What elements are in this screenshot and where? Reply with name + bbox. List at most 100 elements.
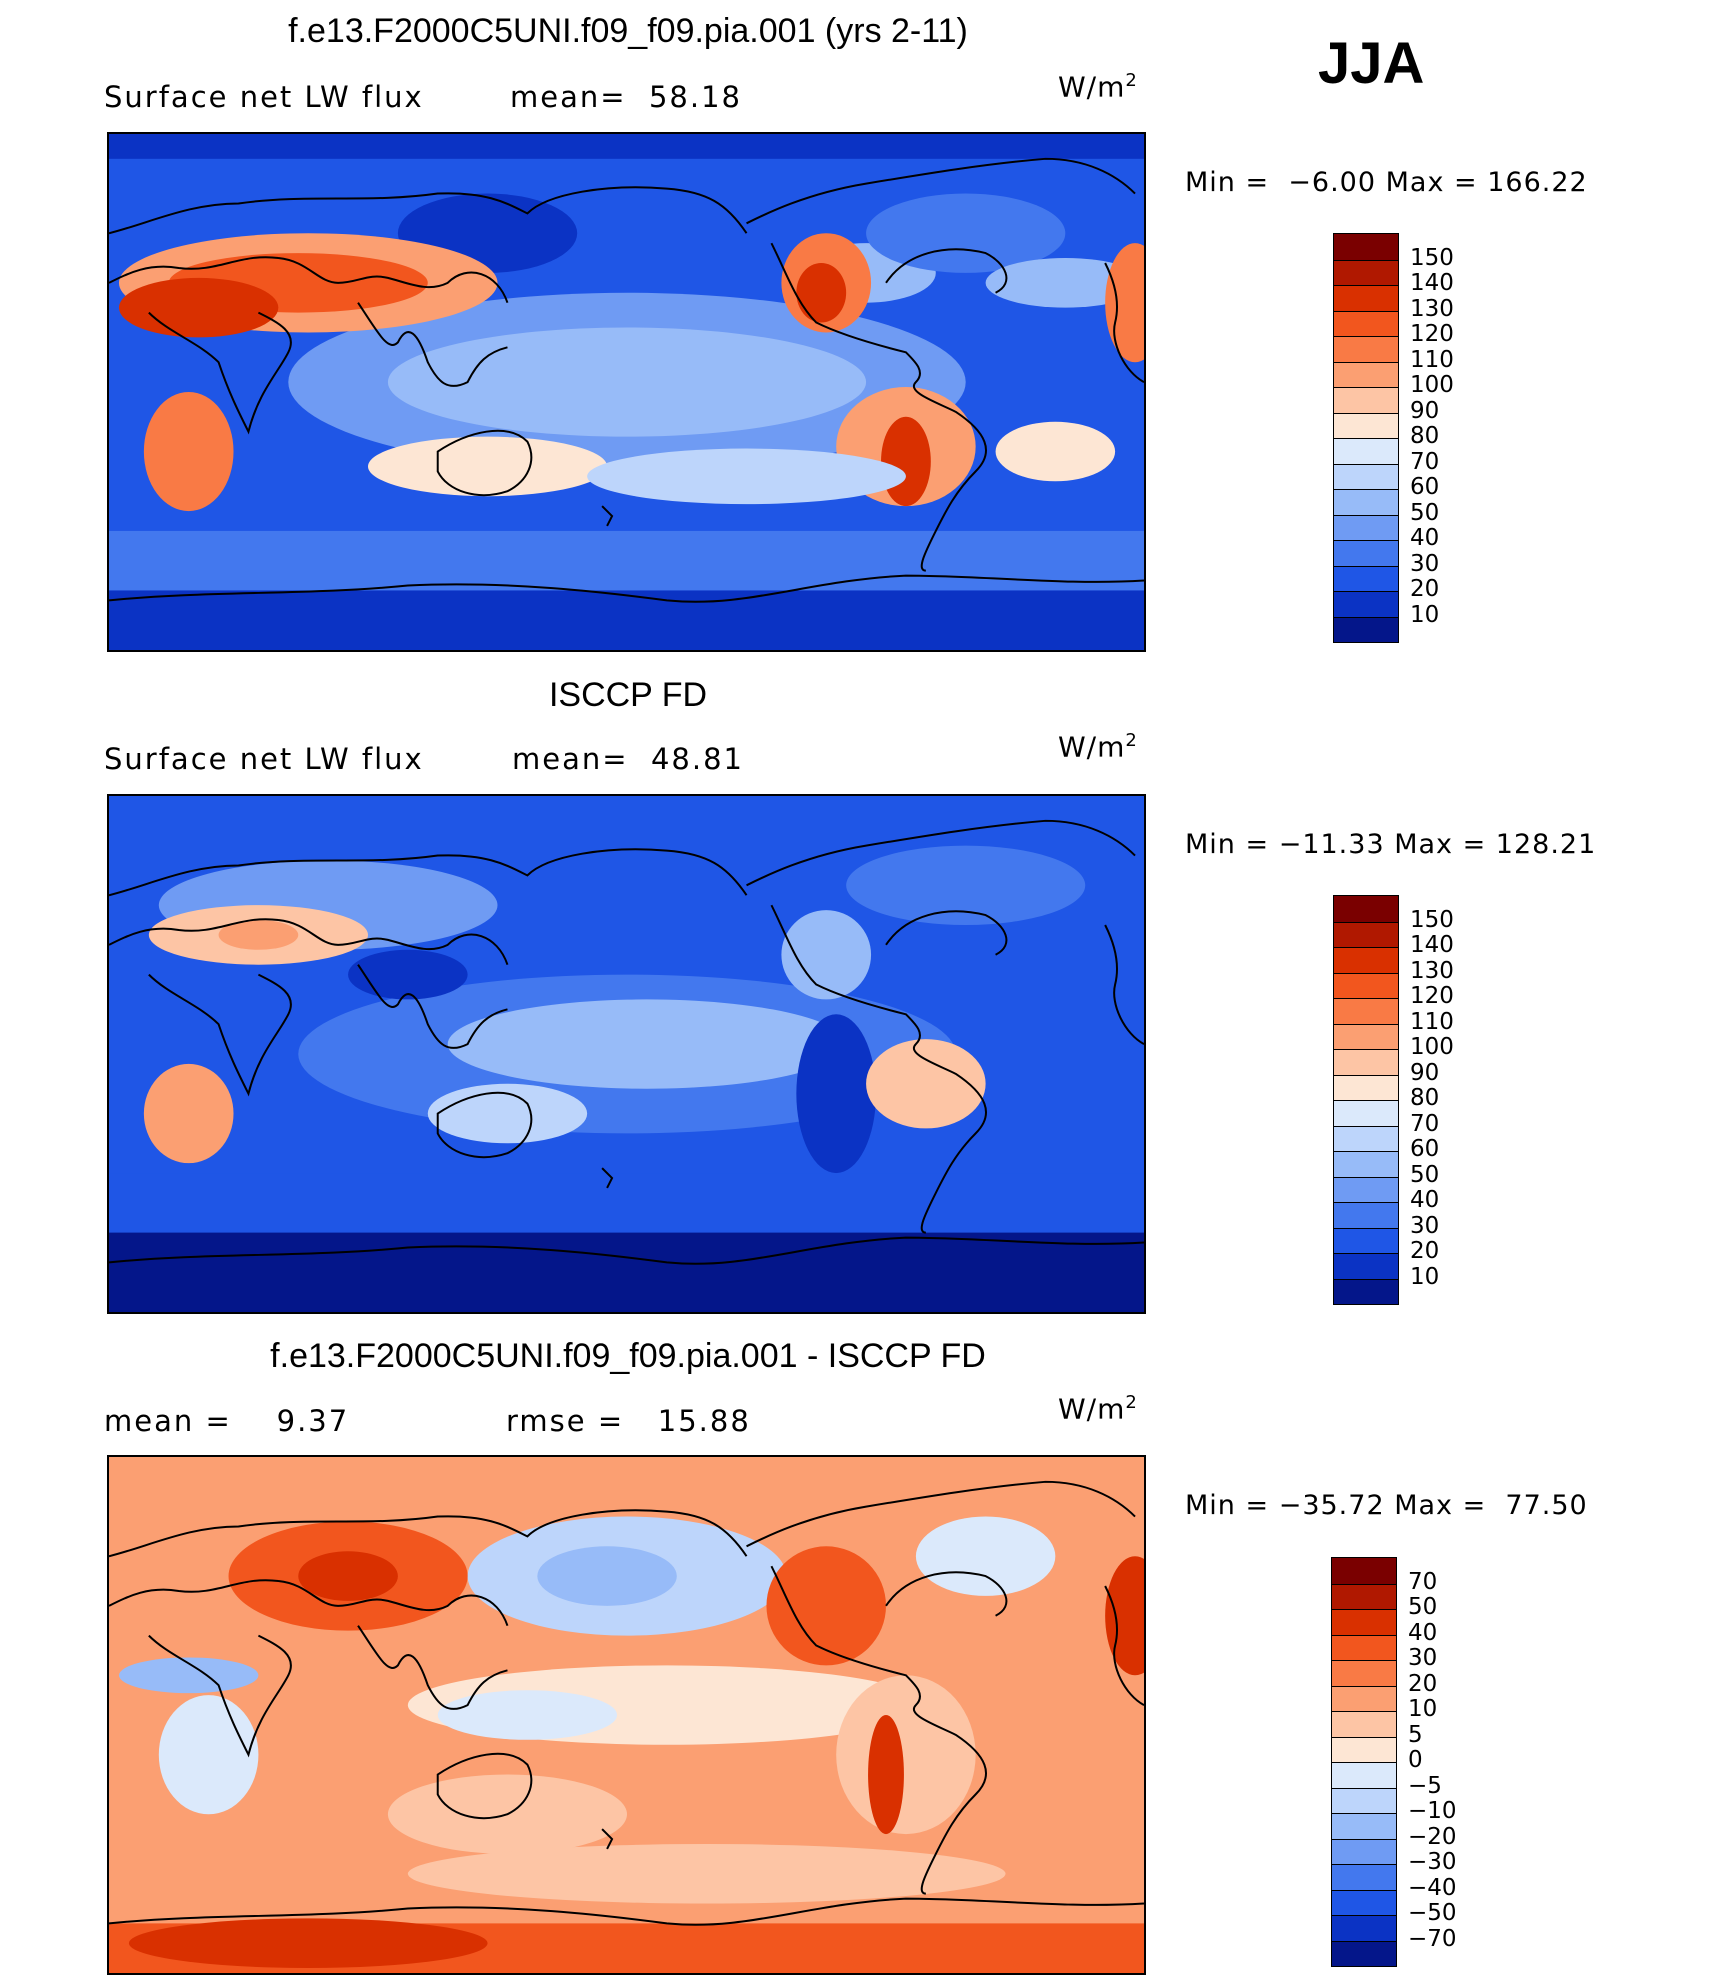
colorbar-tick-label: 50 xyxy=(1410,499,1440,526)
colorbar-swatch xyxy=(1332,1813,1396,1839)
colorbar-swatch xyxy=(1334,336,1398,362)
colorbar-swatch xyxy=(1334,489,1398,515)
colorbar-swatch xyxy=(1334,565,1398,591)
colorbar-swatch xyxy=(1334,1151,1398,1177)
colorbar-tick-label: 10 xyxy=(1410,1263,1440,1290)
panel-2-mean: mean= 48.81 xyxy=(512,742,744,776)
panel-2-map-svg xyxy=(109,796,1144,1312)
colorbar-tick-label: 90 xyxy=(1410,1059,1440,1086)
colorbar-swatch xyxy=(1334,591,1398,617)
colorbar-tick-label: 80 xyxy=(1410,423,1440,449)
colorbar-swatch xyxy=(1334,361,1398,387)
colorbar-tick-label: 70 xyxy=(1410,448,1440,475)
colorbar-tick-label: 70 xyxy=(1410,1110,1440,1137)
colorbar-tick-label: 50 xyxy=(1408,1594,1438,1620)
colorbar-tick-label: −10 xyxy=(1408,1798,1457,1824)
colorbar-1 xyxy=(1333,233,1399,643)
panel-1-unit: W/m2 xyxy=(1058,70,1138,104)
panel-3-map-svg xyxy=(109,1457,1144,1973)
colorbar-tick-label: −50 xyxy=(1408,1900,1457,1926)
colorbar-tick-label: 60 xyxy=(1410,474,1440,500)
panel-3-rmse: rmse = 15.88 xyxy=(506,1404,751,1438)
panel-2-map xyxy=(107,794,1146,1314)
colorbar-swatch xyxy=(1334,921,1398,947)
colorbar-tick-label: 40 xyxy=(1408,1619,1438,1646)
colorbar-swatch xyxy=(1334,412,1398,438)
panel-3-mean: mean = 9.37 xyxy=(104,1404,350,1438)
colorbar-tick-label: 0 xyxy=(1408,1747,1423,1773)
colorbar-tick-label: 100 xyxy=(1410,372,1454,398)
colorbar-swatch xyxy=(1332,1889,1396,1915)
panel-3-map xyxy=(107,1455,1146,1975)
colorbar-swatch xyxy=(1332,1864,1396,1890)
colorbar-swatch xyxy=(1334,1100,1398,1126)
panel-1-title: f.e13.F2000C5UNI.f09_f09.pia.001 (yrs 2-… xyxy=(288,12,968,50)
colorbar-swatch xyxy=(1334,1202,1398,1228)
colorbar-tick-label: 10 xyxy=(1408,1696,1438,1722)
colorbar-tick-label: 150 xyxy=(1410,906,1454,933)
colorbar-tick-label: −30 xyxy=(1408,1849,1457,1875)
colorbar-swatch xyxy=(1332,1915,1396,1941)
colorbar-swatch xyxy=(1334,1278,1398,1304)
colorbar-swatch xyxy=(1332,1634,1396,1660)
panel-2-variable: Surface net LW flux xyxy=(104,742,424,776)
colorbar-tick-label: 20 xyxy=(1408,1670,1438,1697)
colorbar-swatch xyxy=(1334,259,1398,285)
colorbar-tick-label: 90 xyxy=(1410,397,1440,424)
colorbar-swatch xyxy=(1332,1711,1396,1737)
colorbar-swatch xyxy=(1332,1558,1396,1584)
colorbar-tick-label: 20 xyxy=(1410,1238,1440,1264)
colorbar-swatch xyxy=(1334,1049,1398,1075)
colorbar-swatch xyxy=(1334,1176,1398,1202)
colorbar-tick-label: −70 xyxy=(1408,1925,1457,1952)
colorbar-swatch xyxy=(1332,1736,1396,1762)
colorbar-tick-label: 100 xyxy=(1410,1034,1454,1060)
colorbar-tick-label: 30 xyxy=(1410,550,1440,577)
colorbar-tick-label: 80 xyxy=(1410,1085,1440,1111)
colorbar-tick-label: 110 xyxy=(1410,1008,1454,1035)
colorbar-swatch xyxy=(1334,438,1398,464)
colorbar-tick-label: 130 xyxy=(1410,957,1454,984)
colorbar-tick-label: 110 xyxy=(1410,346,1454,373)
panel-1-variable: Surface net LW flux xyxy=(104,80,424,114)
colorbar-swatch xyxy=(1334,387,1398,413)
colorbar-tick-label: −20 xyxy=(1408,1823,1457,1850)
colorbar-swatch xyxy=(1332,1583,1396,1609)
colorbar-tick-label: 40 xyxy=(1410,1187,1440,1213)
colorbar-tick-label: 30 xyxy=(1410,1212,1440,1239)
colorbar-tick-label: 60 xyxy=(1410,1136,1440,1162)
colorbar-tick-label: 10 xyxy=(1410,601,1440,628)
colorbar-swatch xyxy=(1332,1838,1396,1864)
panel-1-mean: mean= 58.18 xyxy=(510,80,742,114)
colorbar-swatch xyxy=(1332,1762,1396,1788)
colorbar-swatch xyxy=(1334,234,1398,260)
colorbar-swatch xyxy=(1332,1940,1396,1966)
colorbar-tick-label: 20 xyxy=(1410,576,1440,602)
colorbar-tick-label: −40 xyxy=(1408,1874,1457,1901)
colorbar-swatch xyxy=(1334,972,1398,998)
panel-2-minmax: Min = −11.33 Max = 128.21 xyxy=(1185,829,1597,860)
colorbar-tick-label: 70 xyxy=(1408,1568,1438,1595)
colorbar-tick-label: 120 xyxy=(1410,983,1454,1009)
colorbar-2 xyxy=(1333,895,1399,1305)
colorbar-swatch xyxy=(1334,616,1398,642)
panel-2-title: ISCCP FD xyxy=(548,676,708,714)
colorbar-swatch xyxy=(1334,514,1398,540)
panel-2-unit: W/m2 xyxy=(1058,730,1138,764)
colorbar-swatch xyxy=(1334,947,1398,973)
colorbar-tick-label: 40 xyxy=(1410,525,1440,551)
season-label: JJA xyxy=(1318,31,1425,96)
colorbar-tick-label: 150 xyxy=(1410,244,1454,271)
panel-3-title: f.e13.F2000C5UNI.f09_f09.pia.001 - ISCCP… xyxy=(270,1337,986,1375)
colorbar-swatch xyxy=(1334,1074,1398,1100)
colorbar-tick-label: 120 xyxy=(1410,321,1454,347)
colorbar-3 xyxy=(1331,1557,1397,1967)
colorbar-swatch xyxy=(1334,540,1398,566)
colorbar-swatch xyxy=(1332,1787,1396,1813)
colorbar-swatch xyxy=(1332,1609,1396,1635)
panel-3-minmax: Min = −35.72 Max = 77.50 xyxy=(1185,1490,1588,1521)
colorbar-swatch xyxy=(1332,1685,1396,1711)
panel-1-minmax: Min = −6.00 Max = 166.22 xyxy=(1185,167,1588,198)
colorbar-tick-label: 5 xyxy=(1408,1721,1423,1748)
colorbar-swatch xyxy=(1332,1660,1396,1686)
